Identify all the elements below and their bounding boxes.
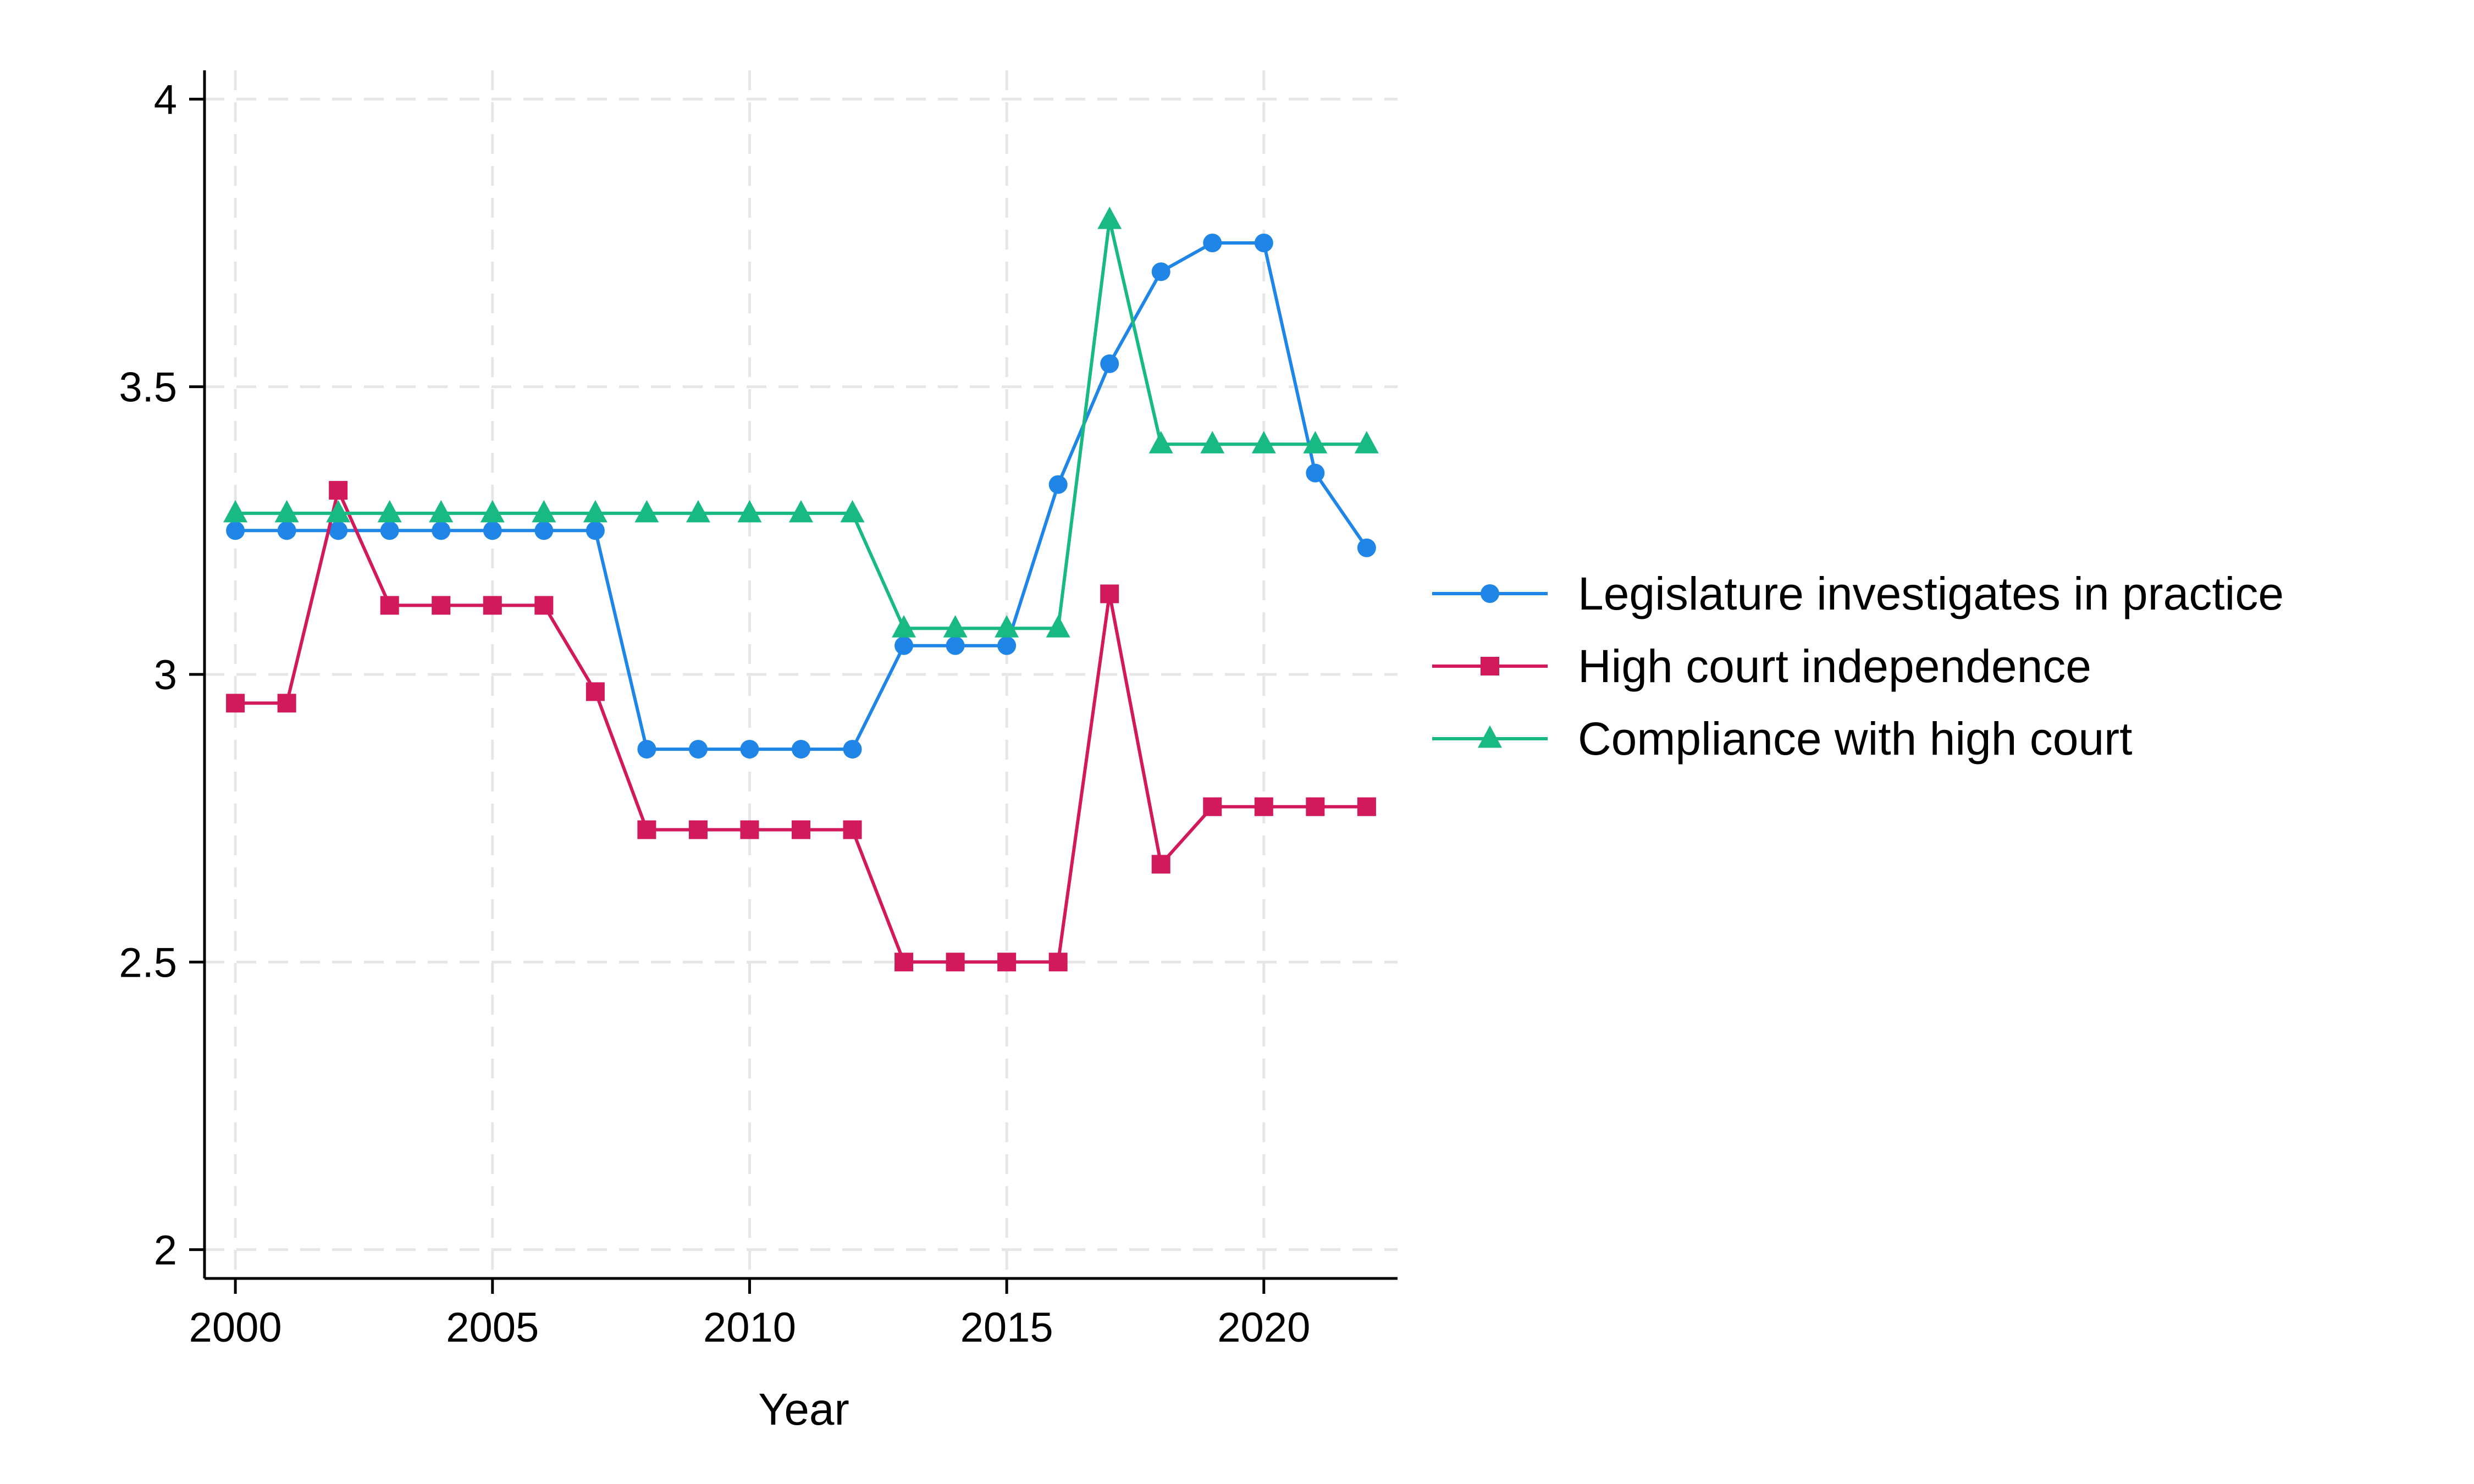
data-point: [483, 596, 502, 615]
x-tick-label: 2005: [446, 1304, 539, 1351]
data-point: [1100, 584, 1119, 603]
data-point: [483, 521, 502, 540]
series-line: [235, 218, 1367, 630]
data-point: [1306, 463, 1325, 483]
data-point: [1203, 234, 1222, 252]
data-point: [432, 596, 451, 615]
data-point: [892, 615, 916, 638]
y-tick-label: 3.5: [119, 364, 177, 411]
x-tick-label: 2010: [703, 1304, 796, 1351]
data-point: [997, 953, 1017, 972]
data-point: [380, 521, 399, 540]
data-point: [840, 500, 865, 523]
data-point: [1048, 953, 1068, 972]
data-point: [995, 615, 1019, 638]
data-point: [894, 636, 914, 655]
data-point: [329, 481, 348, 500]
data-point: [586, 682, 605, 701]
data-point: [1200, 431, 1225, 453]
data-point: [1306, 797, 1325, 816]
ticks: 2 2.5 3 3.5 4 2000 2005 2010 2015 2020: [119, 76, 1310, 1351]
legend-label: Compliance with high court: [1578, 713, 2133, 765]
data-point: [634, 500, 659, 523]
data-point: [1097, 206, 1122, 229]
data-point: [377, 500, 402, 523]
series: [223, 206, 1379, 972]
series-line: [235, 489, 1367, 964]
data-point: [997, 636, 1017, 655]
data-point: [1100, 354, 1119, 373]
data-point: [843, 820, 862, 839]
legend-entry: Legislature investigates in practice: [1432, 568, 2284, 619]
data-point: [688, 820, 708, 839]
data-point: [943, 615, 968, 638]
series-3: [223, 206, 1379, 638]
y-tick-label: 2.5: [119, 939, 177, 986]
data-point: [223, 500, 248, 523]
data-point: [637, 820, 656, 839]
data-point: [226, 521, 245, 540]
data-point: [1048, 475, 1068, 494]
data-point: [1251, 431, 1276, 453]
data-point: [1151, 262, 1170, 281]
data-point: [1148, 431, 1173, 453]
data-point: [277, 694, 296, 713]
data-point: [226, 694, 245, 713]
data-point: [792, 740, 810, 759]
data-point: [637, 740, 656, 759]
legend: Legislature investigates in practice High…: [1432, 568, 2284, 765]
x-tick-label: 2000: [189, 1304, 282, 1351]
data-point: [1151, 855, 1170, 874]
data-point: [326, 500, 351, 523]
data-point: [1254, 797, 1273, 816]
legend-entry: Compliance with high court: [1432, 713, 2133, 765]
data-point: [789, 500, 813, 523]
data-point: [1046, 615, 1070, 638]
x-tick-label: 2015: [960, 1304, 1053, 1351]
data-point: [1357, 797, 1376, 816]
legend-entry: High court independence: [1432, 640, 2091, 692]
data-point: [1354, 431, 1379, 453]
data-point: [946, 953, 965, 972]
data-point: [1254, 234, 1273, 252]
legend-label: High court independence: [1578, 640, 2091, 692]
data-point: [532, 500, 556, 523]
data-point: [737, 500, 762, 523]
legend-marker: [1478, 725, 1502, 748]
legend-marker: [1481, 657, 1499, 675]
data-point: [429, 500, 454, 523]
x-axis-title: Year: [758, 1385, 849, 1435]
data-point: [1303, 431, 1328, 453]
legend-marker: [1481, 584, 1499, 603]
data-point: [329, 521, 348, 540]
series-1: [226, 234, 1376, 759]
data-point: [534, 521, 554, 540]
data-point: [1357, 538, 1376, 557]
data-point: [432, 521, 451, 540]
data-point: [740, 820, 759, 839]
y-tick-label: 2: [154, 1227, 177, 1274]
y-tick-label: 3: [154, 652, 177, 699]
data-point: [688, 740, 708, 759]
data-point: [894, 953, 914, 972]
data-point: [792, 820, 810, 839]
data-point: [946, 636, 965, 655]
legend-label: Legislature investigates in practice: [1578, 568, 2284, 619]
y-tick-label: 4: [154, 76, 177, 123]
data-point: [583, 500, 608, 523]
series-2: [226, 481, 1376, 972]
x-tick-label: 2020: [1217, 1304, 1310, 1351]
data-point: [843, 740, 862, 759]
gridlines: [205, 70, 1398, 1278]
data-point: [277, 521, 296, 540]
data-point: [380, 596, 399, 615]
data-point: [480, 500, 505, 523]
data-point: [1203, 797, 1222, 816]
data-point: [740, 740, 759, 759]
data-point: [274, 500, 299, 523]
data-point: [686, 500, 710, 523]
data-point: [586, 521, 605, 540]
data-point: [534, 596, 554, 615]
